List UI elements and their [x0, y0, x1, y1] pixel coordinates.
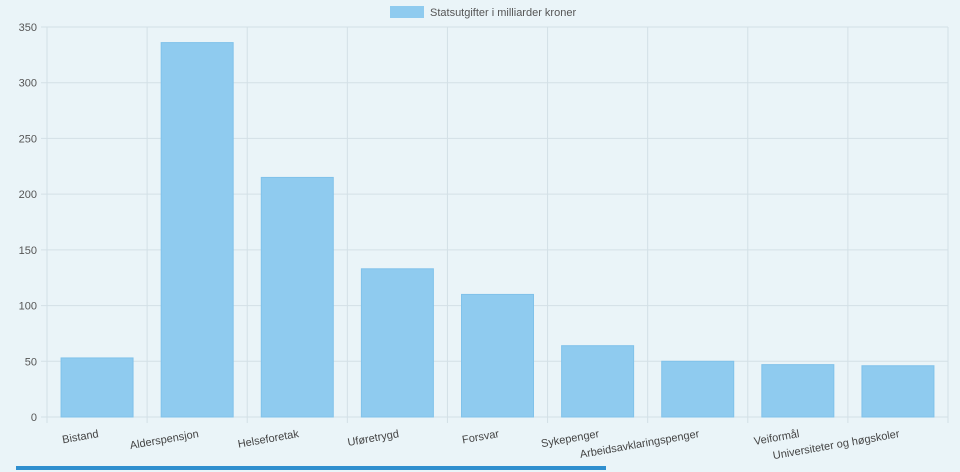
legend[interactable]: Statsutgifter i milliarder kroner	[390, 6, 576, 19]
bar-bistand[interactable]	[60, 357, 134, 418]
bar-alderspensjon[interactable]	[160, 42, 234, 418]
bars	[60, 42, 935, 418]
bar-universiteter-og-høgskoler[interactable]	[861, 365, 935, 418]
x-tick-label: Veiformål	[753, 428, 800, 448]
y-tick-label: 200	[19, 189, 37, 201]
bar-sykepenger[interactable]	[561, 345, 635, 418]
y-tick-label: 300	[19, 78, 37, 90]
y-axis-ticks: 0 50 100 150 200 250 300 350	[19, 22, 37, 424]
x-tick-label: Bistand	[61, 428, 99, 446]
y-tick-label: 150	[19, 245, 37, 257]
bar-forsvar[interactable]	[461, 293, 534, 418]
bar-veiformål[interactable]	[761, 364, 835, 418]
y-tick-label: 100	[19, 301, 37, 313]
x-tick-label: Forsvar	[461, 428, 500, 446]
y-tick-label: 50	[25, 356, 37, 368]
x-tick-label: Uføretrygd	[347, 428, 400, 449]
y-tick-label: 250	[19, 133, 37, 145]
legend-label: Statsutgifter i milliarder kroner	[430, 7, 576, 19]
bar-uføretrygd[interactable]	[360, 268, 434, 418]
y-tick-label: 0	[31, 412, 37, 424]
bar-arbeidsavklaringspenger[interactable]	[661, 360, 735, 418]
legend-swatch	[390, 6, 424, 18]
bar-helseforetak[interactable]	[260, 176, 334, 418]
page-scroll-indicator	[16, 466, 606, 470]
x-axis-labels: Bistand Alderspensjon Helseforetak Uføretry…	[61, 428, 900, 462]
x-tick-label: Helseforetak	[237, 428, 300, 451]
y-tick-label: 350	[19, 22, 37, 34]
x-tick-label: Alderspensjon	[129, 428, 200, 452]
